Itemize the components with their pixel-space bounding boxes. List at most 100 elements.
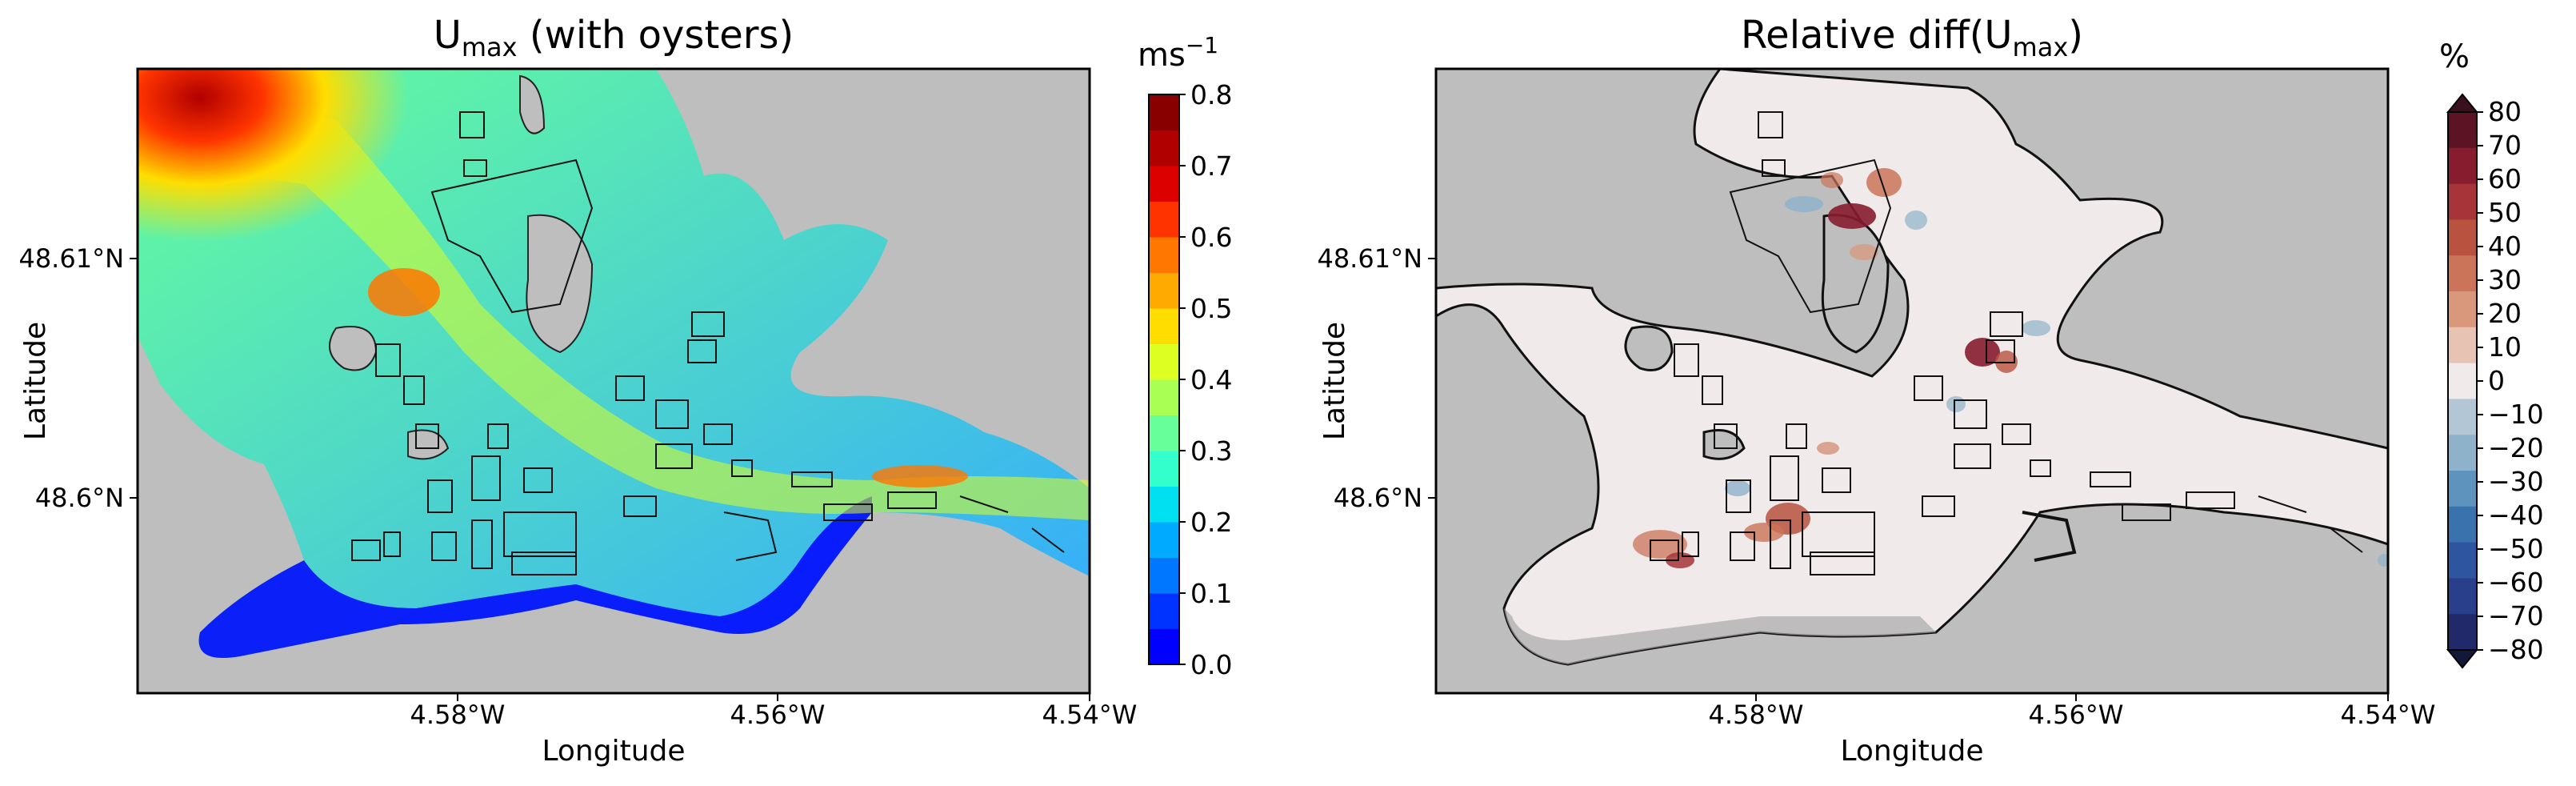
right-colorbar-level — [2448, 255, 2477, 292]
left-colorbar-level — [1149, 593, 1179, 629]
left-panel-title: Umax (with oysters) — [434, 13, 794, 62]
right-axes: Relative diff(Umax) 4.58°W 4.56°W 4.54°W… — [1317, 13, 2435, 768]
left-oyster-parcels — [351, 111, 1065, 575]
left-colorbar-level — [1149, 557, 1179, 594]
left-ytick: 48.61°N — [18, 243, 124, 274]
right-colorbar-level — [2448, 219, 2477, 256]
left-colorbar-level — [1149, 486, 1179, 523]
left-colorbar-level — [1149, 379, 1179, 415]
left-colorbar-level — [1149, 166, 1179, 202]
left-colorbar-tick-label: 0.0 — [1190, 649, 1232, 680]
right-colorbar-level — [2448, 506, 2477, 543]
right-panel-title: Relative diff(Umax) — [1741, 13, 2083, 62]
left-colorbar-level — [1149, 272, 1179, 309]
right-colorbar-level — [2448, 614, 2477, 651]
left-colorbar-tick-label: 0.7 — [1190, 150, 1232, 182]
right-colorbar-tick-label: 20 — [2488, 298, 2522, 329]
right-xlabel: Longitude — [1840, 735, 1983, 768]
left-colorbar-tick-label: 0.8 — [1190, 79, 1232, 110]
left-map-panel — [136, 67, 1091, 695]
left-hot-corner — [138, 69, 554, 357]
left-colorbar-level — [1149, 94, 1179, 130]
right-colorbar-level — [2448, 399, 2477, 435]
right-colorbar-level — [2448, 327, 2477, 364]
left-xtick: 4.58°W — [410, 700, 506, 730]
right-diff-blobs — [1633, 168, 2388, 568]
left-colorbar-level — [1149, 201, 1179, 238]
left-colorbar-level — [1149, 628, 1179, 665]
right-colorbar-level — [2448, 578, 2477, 615]
left-colorbar-level — [1149, 522, 1179, 558]
right-land-island-2 — [1624, 325, 1674, 371]
left-shallow-rim — [198, 496, 873, 658]
left-colorbar-unit: ms−1 — [1138, 32, 1218, 74]
right-shallow-rim — [1504, 608, 1936, 664]
right-colorbar-tick-label: 70 — [2488, 130, 2522, 161]
left-colorbar-level — [1149, 130, 1179, 166]
left-colorbar: ms−1 0.0 0.1 0.2 0.3 0.4 0.5 0.6 0.7 0.8 — [1138, 32, 1232, 680]
right-xtick: 4.58°W — [1709, 700, 1804, 730]
right-map-frame — [1434, 67, 2390, 695]
right-colorbar-tick-label: −40 — [2488, 499, 2544, 531]
right-colorbar-tick-label: 40 — [2488, 231, 2522, 262]
right-colorbar-tick-label: −10 — [2488, 399, 2544, 430]
right-map-water — [1436, 69, 2388, 666]
right-colorbar-tick-label: 10 — [2488, 331, 2522, 363]
right-colorbar-tick-label: −80 — [2488, 634, 2544, 665]
left-hot-spot-2 — [872, 465, 968, 487]
left-colorbar-tick-label: 0.6 — [1190, 222, 1232, 253]
right-colorbar-level — [2448, 291, 2477, 328]
right-colorbar-level — [2448, 147, 2477, 185]
right-colorbar-tick-label: −30 — [2488, 466, 2544, 497]
left-island-2 — [329, 326, 378, 371]
left-island-3 — [519, 74, 546, 134]
right-colorbar-tick-label: −50 — [2488, 533, 2544, 564]
right-colorbar-tick-label: 0 — [2488, 365, 2505, 396]
left-colorbar-tick-label: 0.3 — [1190, 435, 1232, 467]
right-ytick: 48.61°N — [1317, 243, 1422, 274]
right-colorbar-tick-label: −20 — [2488, 432, 2544, 463]
right-ytick: 48.6°N — [1334, 483, 1422, 513]
right-colorbar-level — [2448, 112, 2477, 149]
left-xtick: 4.54°W — [1042, 700, 1138, 730]
left-ylabel: Latitude — [19, 322, 52, 440]
left-colorbar-level — [1149, 237, 1179, 273]
right-map-panel — [1434, 67, 2390, 695]
left-ytick: 48.6°N — [35, 483, 124, 513]
right-colorbar-top-arrow — [2446, 93, 2479, 113]
right-ylabel: Latitude — [1318, 322, 1351, 440]
right-colorbar: % 80706050403020100−10−20−30−40−50−60−70… — [2439, 38, 2544, 669]
right-oyster-parcels — [1650, 111, 2363, 575]
left-colorbar-level — [1149, 415, 1179, 451]
right-colorbar-level — [2448, 471, 2477, 507]
right-colorbar-tick-label: 50 — [2488, 197, 2522, 228]
right-colorbar-level — [2448, 435, 2477, 471]
left-colorbar-tick-label: 0.5 — [1190, 293, 1232, 324]
right-colorbar-tick-label: −70 — [2488, 600, 2544, 632]
right-colorbar-level — [2448, 542, 2477, 579]
right-colorbar-tick-label: 80 — [2488, 96, 2522, 127]
left-colorbar-tick-label: 0.2 — [1190, 507, 1232, 538]
left-axes: Umax (with oysters) 4.58°W 4.56°W 4.54°W… — [18, 13, 1137, 768]
left-colorbar-level — [1149, 451, 1179, 487]
left-xlabel: Longitude — [542, 735, 685, 768]
right-colorbar-tick-label: 60 — [2488, 163, 2522, 194]
left-island-1 — [526, 214, 594, 354]
left-colorbar-level — [1149, 343, 1179, 380]
right-xtick: 4.54°W — [2341, 700, 2436, 730]
left-map-frame — [136, 67, 1091, 695]
left-map-water — [138, 69, 1090, 658]
left-xtick: 4.56°W — [730, 700, 826, 730]
left-colorbar-tick-label: 0.4 — [1190, 364, 1232, 395]
left-colorbar-tick-label: 0.1 — [1190, 578, 1232, 609]
left-colorbar-level — [1149, 308, 1179, 344]
right-colorbar-level — [2448, 363, 2477, 399]
right-colorbar-tick-label: −60 — [2488, 567, 2544, 598]
right-xtick: 4.56°W — [2029, 700, 2124, 730]
right-colorbar-level — [2448, 183, 2477, 220]
right-colorbar-bottom-arrow — [2446, 649, 2479, 669]
right-colorbar-tick-label: 30 — [2488, 264, 2522, 295]
left-hot-spot — [368, 268, 440, 316]
right-colorbar-unit: % — [2439, 38, 2470, 75]
